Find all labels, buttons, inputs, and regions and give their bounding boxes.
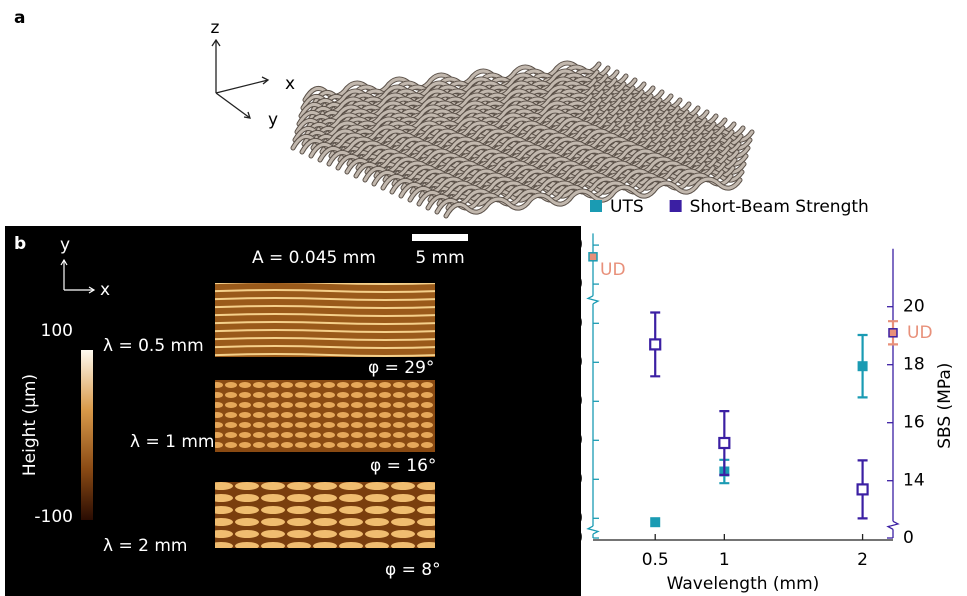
y2-tick-label: 14 — [903, 471, 925, 491]
scale-bar — [412, 234, 468, 241]
y2-tick-label: 16 — [903, 413, 925, 433]
y-axis-title: UTS (MPa) — [531, 362, 551, 449]
angle-label: φ = 16° — [370, 456, 436, 476]
colorbar-max: 100 — [41, 321, 73, 341]
y2-tick-label: 20 — [903, 297, 925, 317]
x-tick-label: 0.5 — [642, 550, 669, 570]
height-map — [215, 482, 435, 548]
x-axis-title: Wavelength (mm) — [667, 574, 820, 594]
axis-break — [888, 521, 898, 529]
axis-break — [588, 296, 598, 304]
legend-swatch — [590, 200, 602, 212]
y2-tick-label: 0 — [903, 528, 914, 548]
reference-label: UD — [600, 260, 626, 280]
y-tick-label: 520 — [551, 235, 583, 255]
panel-label: c — [500, 236, 510, 256]
wavelength-label: λ = 1 mm — [130, 432, 214, 452]
y-tick-label: 110 — [551, 430, 583, 450]
colorbar — [81, 350, 93, 520]
colorbar-min: -100 — [34, 507, 73, 527]
reference-marker — [889, 329, 897, 337]
y2-tick-label: 18 — [903, 355, 925, 375]
y-tick-label: 510 — [551, 274, 583, 294]
reference-label: UD — [907, 323, 933, 343]
scale-bar-label: 5 mm — [415, 248, 464, 268]
axis-x: x — [285, 74, 295, 94]
marker — [858, 484, 868, 494]
marker — [650, 517, 660, 527]
panel-label: b — [14, 234, 26, 254]
reference-marker — [589, 253, 597, 261]
figure: a z x y b y x A = 0.045 mm 5 mm 100 -100… — [0, 0, 967, 596]
angle-label: φ = 8° — [385, 560, 441, 580]
height-map — [215, 283, 435, 357]
axis-y: y — [60, 235, 70, 255]
x-tick-label: 1 — [719, 550, 730, 570]
marker — [858, 361, 868, 371]
wavelength-label: λ = 0.5 mm — [103, 336, 204, 356]
colorbar-title: Height (μm) — [20, 374, 40, 476]
y-tick-label: 140 — [551, 313, 583, 333]
panel-label: a — [14, 8, 25, 28]
axes-triad — [212, 40, 268, 118]
fiber-bundle — [293, 63, 752, 216]
y-tick-label: 90 — [561, 508, 583, 528]
y2-axis-title: SBS (MPa) — [935, 363, 955, 449]
marker — [719, 438, 729, 448]
axis-z: z — [211, 18, 220, 38]
y-tick-label: 130 — [551, 352, 583, 372]
y-tick-label: 120 — [551, 391, 583, 411]
marker — [650, 339, 660, 349]
axis-y: y — [268, 110, 278, 130]
x-tick-label: 2 — [857, 550, 868, 570]
y-tick-label: 100 — [551, 469, 583, 489]
legend-label: UTS — [610, 197, 644, 217]
axis-x: x — [100, 280, 110, 300]
angle-label: φ = 29° — [368, 358, 434, 378]
axis-break — [588, 526, 598, 534]
legend-swatch — [670, 200, 682, 212]
amplitude: A = 0.045 mm — [252, 248, 376, 268]
y-tick-label: 0 — [572, 528, 583, 548]
legend-label: Short-Beam Strength — [690, 197, 869, 217]
height-map — [215, 380, 435, 452]
wavelength-label: λ = 2 mm — [103, 536, 187, 556]
